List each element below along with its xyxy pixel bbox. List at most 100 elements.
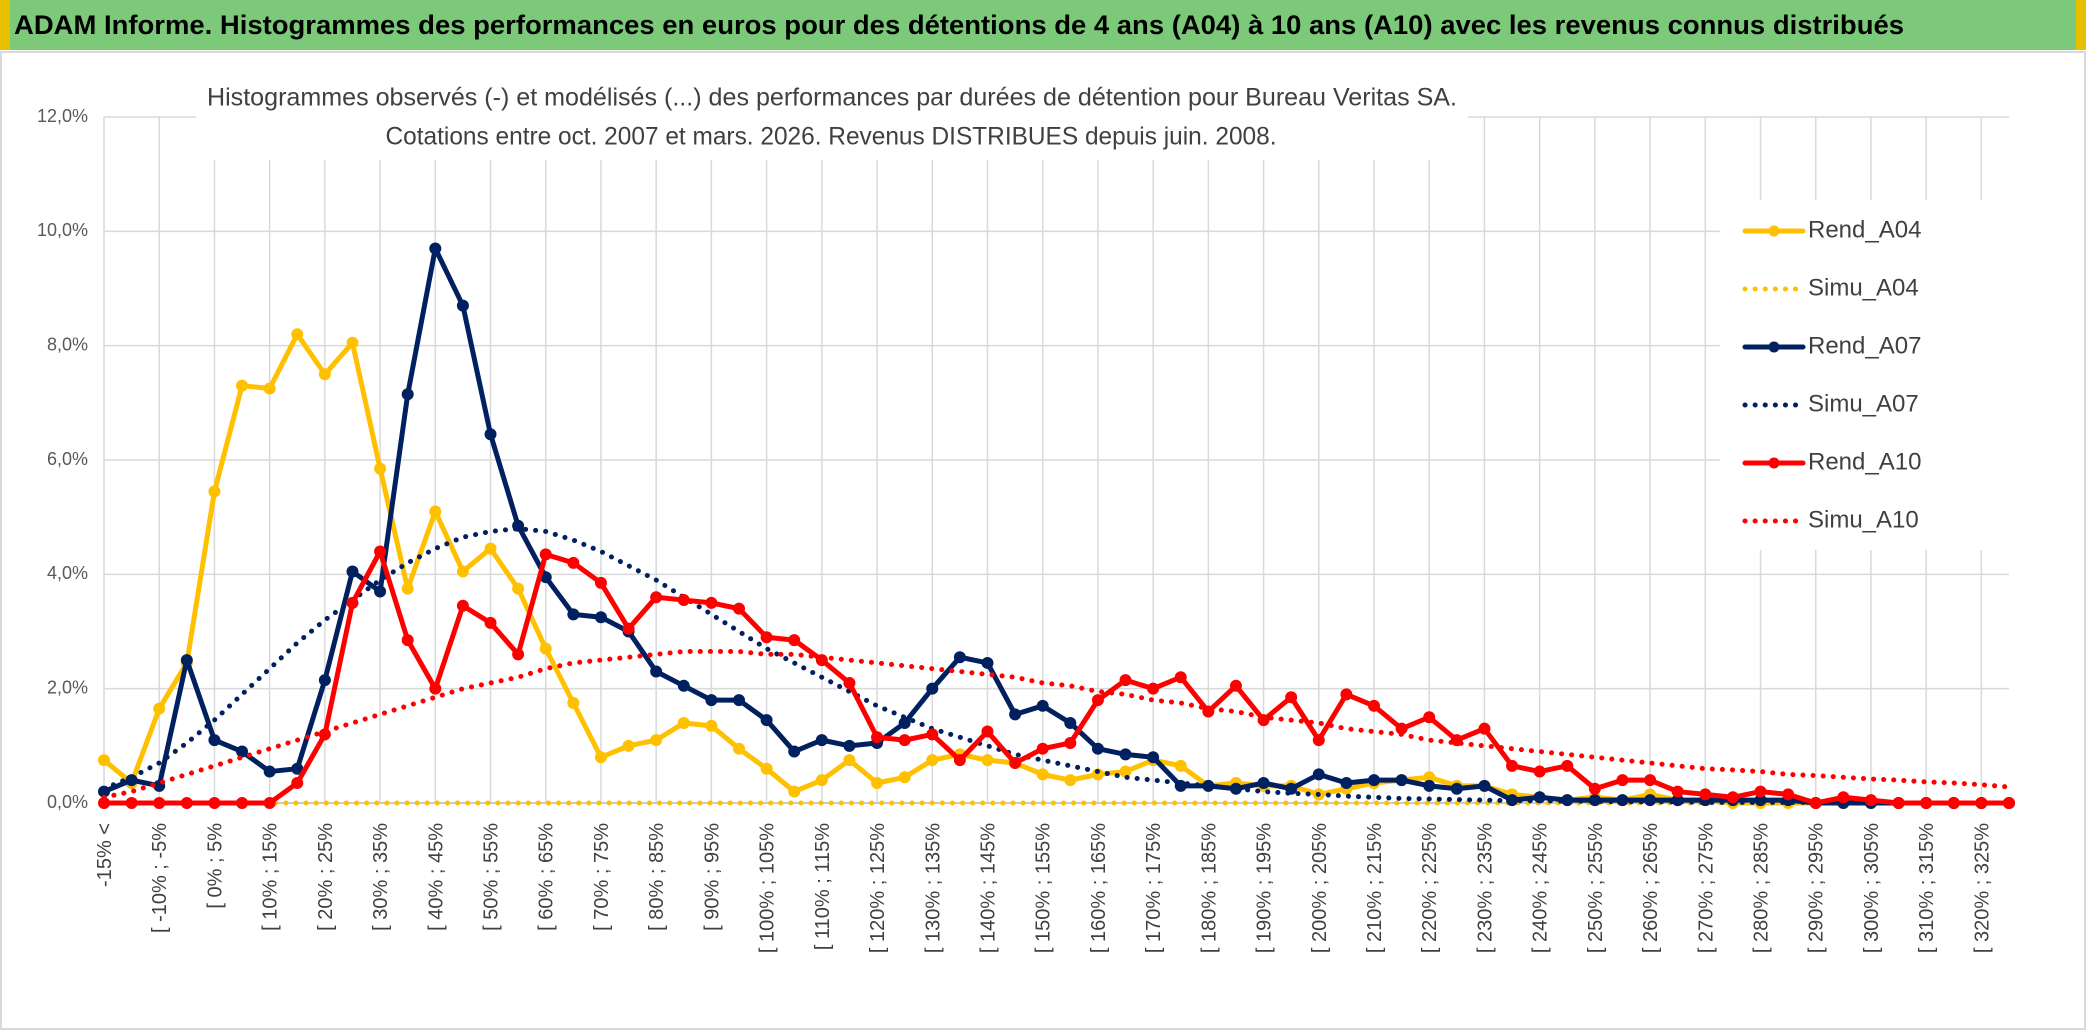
- y-tick-label: 8,0%: [47, 334, 88, 354]
- data-point: [153, 797, 166, 809]
- data-point: [567, 556, 580, 569]
- data-point: [1947, 797, 1960, 809]
- x-tick-label: [ 200% ; 205%: [1309, 823, 1331, 953]
- header-accent: [0, 0, 10, 50]
- data-point: [650, 591, 663, 604]
- data-point: [981, 725, 994, 738]
- x-tick-label: [ 140% ; 145%: [977, 823, 999, 953]
- data-point: [1119, 674, 1132, 687]
- y-tick-label: 6,0%: [47, 449, 88, 469]
- data-point: [677, 594, 690, 607]
- data-point: [953, 651, 966, 664]
- data-point: [1920, 797, 1933, 809]
- data-point: [401, 388, 414, 401]
- data-point: [1864, 794, 1877, 807]
- data-point: [1312, 734, 1325, 747]
- data-point: [733, 602, 745, 615]
- data-point: [374, 462, 387, 475]
- x-tick-label: [ 220% ; 225%: [1419, 823, 1441, 953]
- header-bar: [0, 0, 2086, 50]
- data-point: [484, 542, 497, 555]
- chart-subtitle: Histogrammes observés (-) et modélisés (…: [207, 84, 1457, 112]
- y-tick-label: 2,0%: [47, 677, 88, 697]
- data-point: [594, 576, 607, 589]
- data-point: [180, 654, 193, 667]
- data-point: [180, 797, 193, 809]
- data-point: [1726, 791, 1739, 804]
- data-point: [567, 608, 580, 621]
- data-point: [1119, 748, 1132, 761]
- data-point: [981, 754, 994, 767]
- x-tick-label: [ 160% ; 165%: [1088, 823, 1110, 953]
- data-point: [318, 674, 331, 687]
- data-point: [374, 545, 387, 558]
- data-point: [1588, 782, 1601, 795]
- data-point: [263, 797, 276, 809]
- data-point: [1340, 688, 1353, 701]
- legend-label: Simu_A07: [1808, 390, 1919, 417]
- x-tick-label: [ 10% ; 15%: [260, 823, 282, 931]
- data-point: [953, 754, 966, 767]
- data-point: [705, 694, 718, 707]
- data-point: [1644, 774, 1657, 787]
- data-point: [484, 428, 497, 441]
- data-point: [1616, 774, 1629, 787]
- data-point: [622, 622, 635, 635]
- data-point: [843, 676, 856, 689]
- x-tick-label: [ 250% ; 255%: [1585, 823, 1607, 953]
- x-tick-label: [ 50% ; 55%: [481, 823, 503, 931]
- data-point: [1119, 765, 1132, 778]
- data-point: [401, 634, 414, 647]
- data-point: [1671, 785, 1684, 798]
- x-tick-label: [ 20% ; 25%: [315, 823, 337, 931]
- x-tick-label: [ 230% ; 235%: [1474, 823, 1496, 953]
- data-point: [2003, 797, 2015, 809]
- data-point: [153, 702, 166, 715]
- legend-background: [1720, 200, 2012, 550]
- data-point: [677, 716, 690, 729]
- data-point: [788, 634, 801, 647]
- data-point: [898, 734, 911, 747]
- data-point: [1782, 788, 1795, 801]
- data-point: [1975, 797, 1988, 809]
- data-point: [594, 751, 607, 764]
- x-tick-label: [ 40% ; 45%: [425, 823, 447, 931]
- x-tick-label: -15% <: [94, 823, 116, 887]
- data-point: [429, 505, 442, 518]
- data-point: [456, 299, 469, 312]
- data-point: [208, 734, 221, 747]
- data-point: [898, 716, 911, 729]
- data-point: [1312, 768, 1325, 781]
- header-accent: [2076, 0, 2086, 50]
- data-point: [926, 754, 939, 767]
- data-point: [125, 797, 138, 809]
- data-point: [98, 754, 110, 767]
- legend-marker: [1768, 341, 1780, 353]
- x-tick-label: [ 190% ; 195%: [1254, 823, 1276, 953]
- legend-marker: [1768, 457, 1780, 469]
- data-point: [1450, 782, 1463, 795]
- data-point: [1009, 708, 1022, 721]
- x-tick-label: [ 70% ; 75%: [591, 823, 613, 931]
- x-tick-label: [ 90% ; 95%: [701, 823, 723, 931]
- y-tick-label: 12,0%: [37, 106, 88, 126]
- data-point: [594, 611, 607, 624]
- data-point: [236, 745, 249, 758]
- data-point: [650, 665, 663, 678]
- data-point: [1285, 691, 1298, 704]
- x-tick-label: [ 300% ; 305%: [1861, 823, 1883, 953]
- x-tick-label: [ 180% ; 185%: [1198, 823, 1220, 953]
- legend-marker: [1768, 225, 1780, 237]
- model-line: [101, 649, 2012, 800]
- data-point: [788, 745, 801, 758]
- data-point: [236, 379, 249, 392]
- data-point: [760, 762, 773, 775]
- data-point: [1423, 711, 1436, 724]
- data-point: [1091, 742, 1104, 755]
- data-point: [705, 719, 718, 732]
- data-point: [1174, 759, 1187, 772]
- x-tick-label: [ 110% ; 115%: [812, 823, 834, 950]
- data-point: [401, 582, 414, 595]
- data-point: [815, 734, 828, 747]
- data-point: [926, 728, 939, 741]
